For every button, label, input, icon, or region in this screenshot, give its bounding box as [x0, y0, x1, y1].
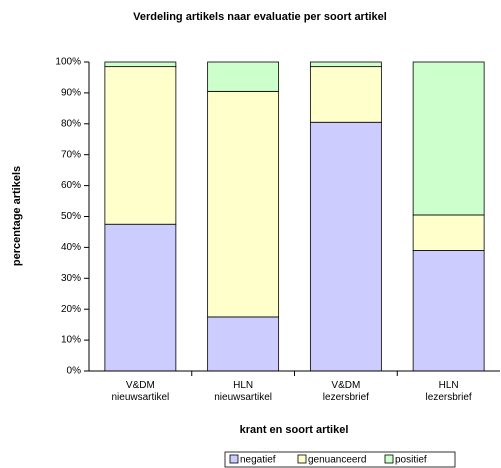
legend-swatch: [384, 454, 394, 464]
bar-segment: [309, 121, 382, 372]
bar-segment: [412, 214, 485, 251]
y-tick-label: 30%: [61, 273, 81, 284]
x-tick-label: V&DM lezersbrief: [323, 380, 369, 403]
bar-segment: [104, 223, 177, 372]
y-tick-label: 60%: [61, 180, 81, 191]
y-tick-label: 90%: [61, 88, 81, 99]
bar-segment: [309, 61, 382, 68]
legend-swatch: [229, 454, 239, 464]
y-axis-label: percentage artikels: [11, 166, 23, 266]
y-tick-label: 20%: [61, 304, 81, 315]
y-tick-label: 0%: [67, 366, 82, 377]
bar-segment: [207, 61, 280, 92]
y-tick-label: 100%: [55, 57, 81, 68]
y-tick-label: 10%: [61, 335, 81, 346]
x-tick-label: HLN nieuwsartikel: [214, 380, 272, 403]
legend-label: genuanceerd: [308, 455, 366, 466]
x-tick-label: HLN lezersbrief: [426, 380, 472, 403]
legend-swatch: [297, 454, 307, 464]
y-tick-label: 50%: [61, 211, 81, 222]
bar-segment: [207, 90, 280, 318]
bar-segment: [104, 66, 177, 225]
bar-segment: [104, 61, 177, 68]
bar-segment: [412, 61, 485, 216]
bar-segment: [412, 250, 485, 372]
legend-box: [224, 451, 456, 468]
legend-label: positief: [395, 455, 427, 466]
y-tick-label: 70%: [61, 149, 81, 160]
bar-segment: [309, 66, 382, 123]
chart-title: Verdeling artikels naar evaluatie per so…: [133, 11, 387, 23]
x-tick-label: V&DM nieuwsartikel: [111, 380, 169, 403]
bar-segment: [207, 316, 280, 372]
y-tick-label: 40%: [61, 242, 81, 253]
legend-label: negatief: [240, 455, 276, 466]
y-tick-label: 80%: [61, 118, 81, 129]
x-axis-label: krant en soort artikel: [240, 424, 349, 436]
